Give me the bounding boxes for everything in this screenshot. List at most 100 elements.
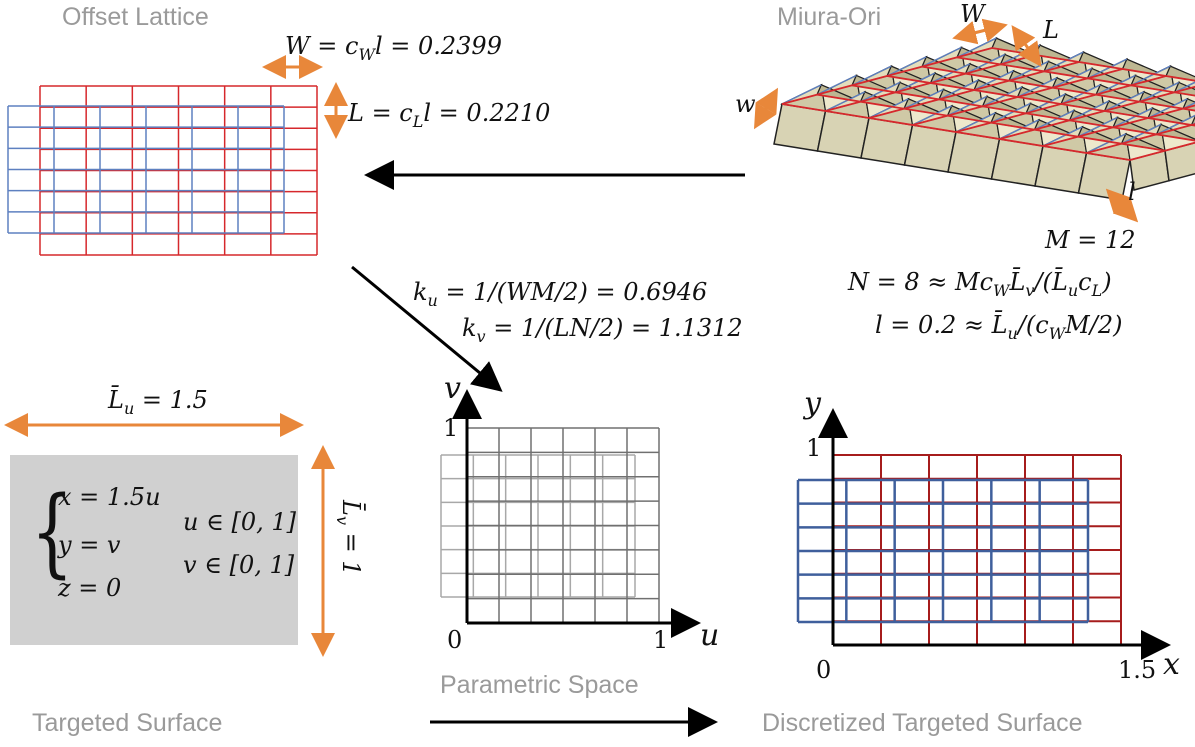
miura-blue-fold [781,84,822,105]
width-equation: W = cWl = 0.2399 [285,32,502,64]
miura-l-equation: l = 0.2 ≈ L̄u/(cWM/2) [875,311,1122,343]
miura-red-line [991,47,1195,82]
Lu-equation: L̄u = 1.5 [107,386,208,418]
miura-skirt-face [903,124,957,173]
eq-y: y = v [57,531,121,559]
miura-ori-pattern [773,36,1195,201]
miura-skirt-face [1077,152,1131,201]
miura-blue-fold [938,79,979,100]
miura-blue-fold [1034,109,1075,131]
miura-blue-fold [825,91,866,112]
miura-blue-fold [851,65,892,86]
miura-blue-fold [868,98,909,119]
eq-z: z = 0 [57,574,121,602]
title-parametric-space: Parametric Space [440,671,639,699]
miura-blue-fold [912,105,953,126]
length-equation: L = cLl = 0.2210 [347,99,550,131]
miura-blue-fold [1008,60,1049,82]
domain-v: v ∈ [0, 1] [183,551,295,579]
miura-blue-fold [1147,98,1188,119]
axis-v-label: v [444,371,461,406]
axis-u-label: u [700,618,719,653]
miura-blue-fold [947,95,988,117]
miura-skirt-face [773,103,827,152]
miura-blue-fold [903,88,944,110]
miura-blue-fold [990,102,1031,124]
miura-red-line [851,84,1195,142]
miura-w-arrow [753,87,779,130]
miura-blue-fold [816,74,857,96]
miura-blue-fold [1130,65,1171,86]
title-offset-lattice: Offset Lattice [62,3,209,31]
miura-blue-fold [1112,107,1153,128]
equation-box [10,455,298,645]
offset-lattice-blue-grid [7,105,285,234]
miura-blue-fold [1077,116,1118,138]
offset-lattice-red-grid [39,85,318,256]
miura-blue-fold [1086,133,1127,154]
miura-label-w: w [735,90,756,118]
Lv-equation: L̄v = 1 [333,499,365,576]
miura-N-equation: N = 8 ≈ McWL̄v/(L̄ucL) [847,268,1112,300]
axis-x-label: x [1163,647,1180,682]
miura-label-l: l [1128,178,1136,206]
discretized-blue-grid [796,478,1090,624]
miura-skirt-face [816,110,870,159]
miura-blue-fold [1104,91,1145,112]
ku-equation: ku = 1/(WM/2) = 0.6946 [413,278,707,310]
miura-blue-fold [1069,100,1110,121]
brace-symbol: { [31,476,74,588]
miura-label-L: L [1042,16,1059,44]
parametric-grid [440,427,660,624]
miura-blue-fold [955,112,996,133]
tick-v-1: 1 [443,414,458,442]
miura-blue-fold [965,53,1006,75]
axis-y-label: y [802,386,822,421]
miura-skirt-face [990,138,1044,187]
eq-x: x = 1.5u [58,483,161,511]
miura-blue-fold [1052,67,1093,89]
miura-blue-fold [982,86,1023,107]
miura-blue-fold [999,119,1040,140]
title-discretized-surface: Discretized Targeted Surface [762,709,1083,737]
miura-blue-fold [895,72,936,93]
miura-skirt-face [947,131,1001,180]
miura-blue-fold [1025,93,1066,114]
kv-equation: kv = 1/(LN/2) = 1.1312 [462,314,743,346]
miura-blue-fold [1182,102,1195,110]
miura-blue-fold [921,46,962,68]
miura-label-W: W [960,0,987,28]
miura-blue-fold [1017,77,1058,98]
tick-y-1: 1 [806,434,821,462]
miura-red-line [886,75,1195,127]
miura-blue-fold [1060,84,1101,105]
miura-blue-fold [1139,81,1180,103]
miura-red-line [921,65,1195,112]
tick-origin: 0 [447,626,462,654]
miura-skirt-face [860,117,914,166]
miura-blue-fold [1174,81,1195,93]
miura-skirt-face [1034,145,1088,194]
miura-M-equation: M = 12 [1044,226,1135,254]
miura-red-line [781,103,1131,161]
title-miura-ori: Miura-Ori [777,3,881,31]
tick-x-1.5: 1.5 [1118,656,1156,684]
miura-blue-fold [930,63,971,84]
miura-blue-fold [860,81,901,103]
miura-red-line [816,93,1166,152]
title-targeted-surface: Targeted Surface [32,709,222,737]
miura-blue-fold [1095,74,1136,96]
miura-blue-fold [1087,58,1128,79]
miura-W-arrow [952,18,1008,45]
miura-L-arrow [1011,25,1042,67]
tick-x-origin: 0 [816,656,831,684]
miura-blue-fold [1043,51,1084,72]
miura-blue-fold [1121,123,1162,145]
domain-u: u ∈ [0, 1] [183,508,297,536]
miura-blue-fold [1156,114,1195,135]
miura-l-arrow [1105,188,1139,223]
arrow-lattice-to-parametric [351,265,503,392]
miura-blue-fold [886,56,927,77]
tick-u-1: 1 [653,626,668,654]
